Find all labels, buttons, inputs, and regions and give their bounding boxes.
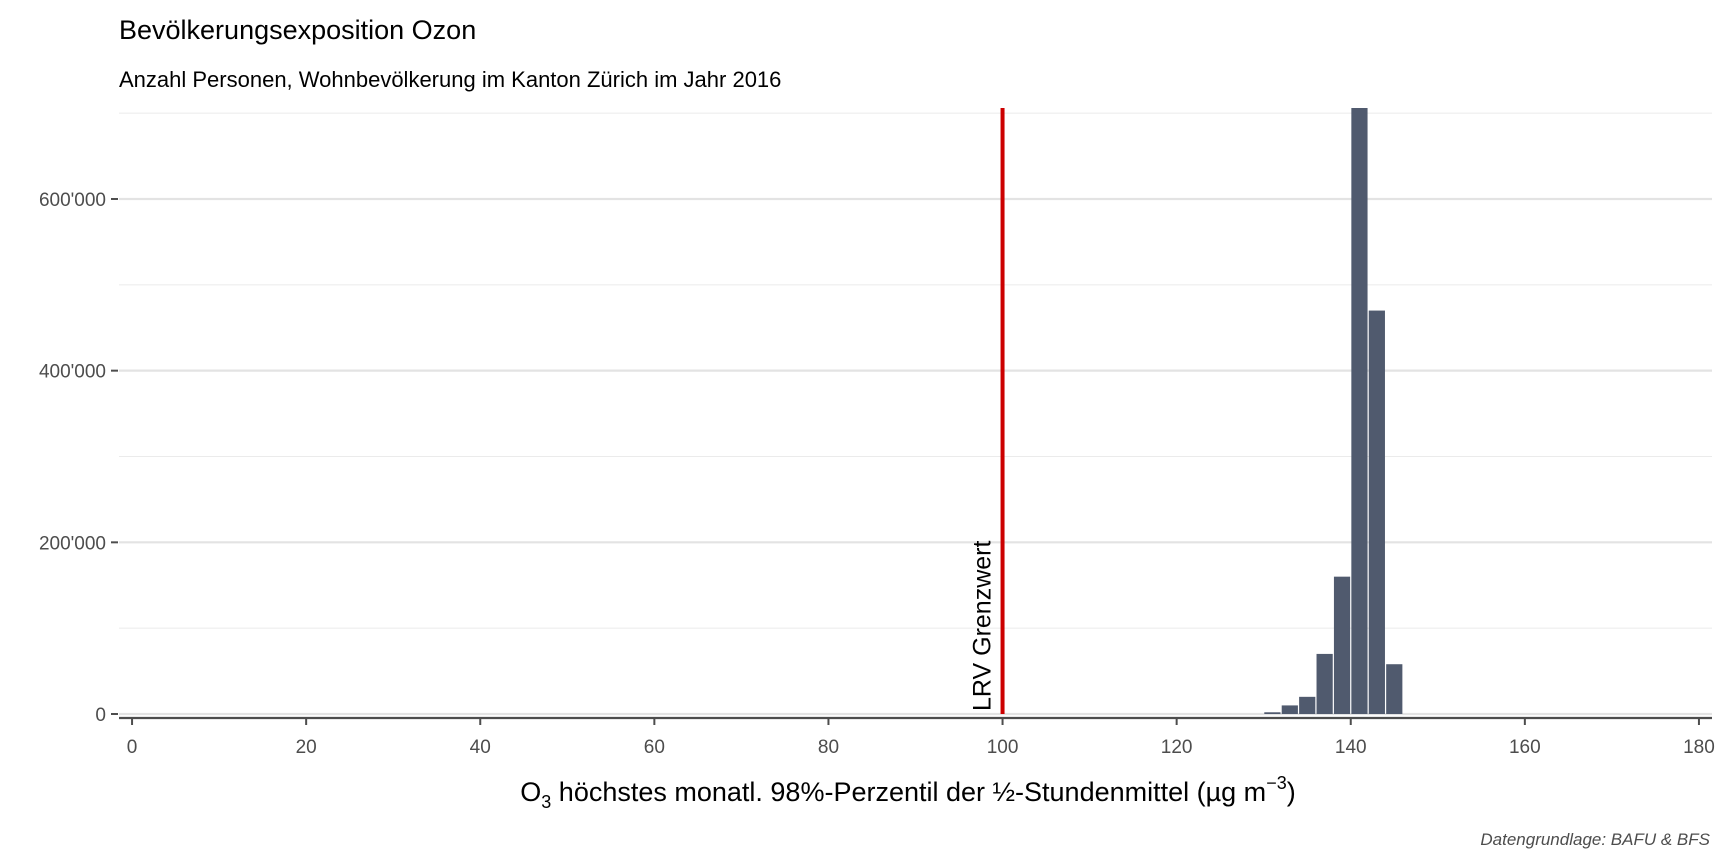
- histogram-bar: [1386, 664, 1403, 714]
- chart-title: Bevölkerungsexposition Ozon: [119, 15, 476, 45]
- histogram-bar: [1316, 653, 1333, 714]
- x-tick-label: 120: [1161, 737, 1193, 758]
- x-axis-label: O3 höchstes monatl. 98%-Perzentil der ½-…: [520, 773, 1295, 812]
- reference-line-group: LRV Grenzwert: [969, 108, 1005, 714]
- x-tick-label: 80: [818, 737, 839, 758]
- axes: 0 20 40 60 80 100 120 140 160 180 0 200'000 400'000 6…: [39, 190, 1715, 758]
- x-tick-label: 140: [1335, 737, 1367, 758]
- x-tick-label: 100: [987, 737, 1019, 758]
- y-tick-label: 200'000: [39, 533, 106, 554]
- x-tick-label: 20: [296, 737, 317, 758]
- histogram-bar: [1281, 705, 1298, 714]
- x-axis-label-suffix: ): [1287, 777, 1296, 807]
- histogram-bar: [1299, 696, 1316, 714]
- x-tick-label: 0: [127, 737, 138, 758]
- x-axis-label-main: höchstes monatl. 98%-Perzentil der ½-Stu…: [551, 777, 1266, 807]
- x-tick-label: 60: [644, 737, 665, 758]
- histogram-bar: [1264, 712, 1281, 714]
- x-tick-label: 160: [1509, 737, 1541, 758]
- chart-caption: Datengrundlage: BAFU & BFS: [1480, 830, 1710, 849]
- chart-subtitle: Anzahl Personen, Wohnbevölkerung im Kant…: [119, 67, 781, 92]
- x-axis-label-prefix: O: [520, 777, 541, 807]
- histogram-bar: [1351, 108, 1368, 714]
- histogram-bars: [1264, 108, 1403, 714]
- x-tick-label: 40: [470, 737, 491, 758]
- histogram-bar: [1368, 310, 1385, 714]
- grid-lines: [119, 112, 1712, 716]
- x-axis-label-subscript: 3: [541, 792, 551, 812]
- y-tick-label: 600'000: [39, 190, 106, 211]
- histogram-bar: [1333, 576, 1351, 714]
- y-tick-label: 400'000: [39, 362, 106, 383]
- x-axis-label-superscript: −3: [1266, 773, 1287, 793]
- limit-value-label: LRV Grenzwert: [969, 541, 997, 711]
- x-tick-label: 180: [1683, 737, 1715, 758]
- y-tick-label: 0: [95, 705, 106, 726]
